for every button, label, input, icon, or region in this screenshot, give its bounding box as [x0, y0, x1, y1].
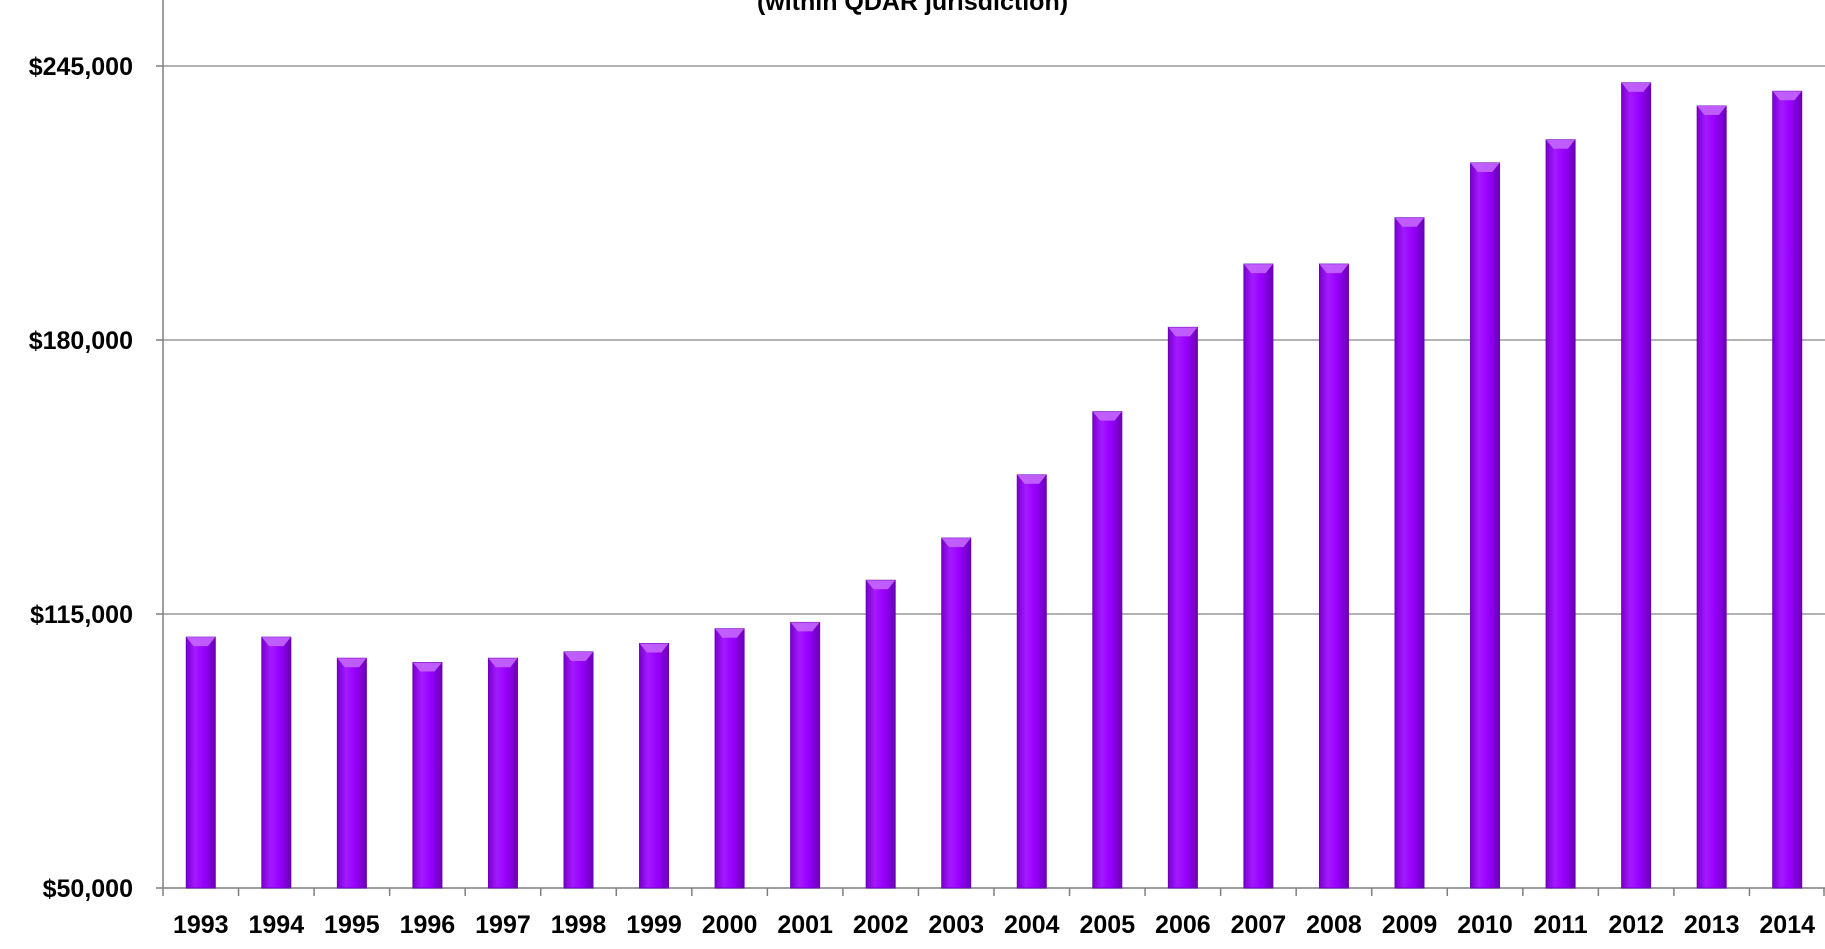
x-tick-label: 2001 [777, 911, 833, 939]
bar [185, 636, 216, 889]
bar [639, 643, 670, 889]
bar-top-cap [1168, 327, 1198, 337]
gridlines [163, 65, 1825, 615]
x-tick-label: 2000 [702, 911, 758, 939]
x-tick-labels: 1993 1994 1995 1996 1997 1998 1999 2000 2001 2002… [173, 911, 1815, 939]
bar [941, 537, 972, 889]
bar [865, 579, 896, 889]
x-tick-label: 2011 [1533, 911, 1587, 939]
y-tick-label: $115,000 [30, 601, 133, 629]
bar-top-cap [488, 658, 518, 668]
x-tick-label: 2002 [853, 911, 909, 939]
x-tick-label: 2012 [1608, 911, 1664, 939]
y-tick-label: $50,000 [43, 875, 133, 903]
x-tick-label: 1995 [324, 911, 380, 939]
bar [790, 621, 821, 889]
x-tick-label: 1996 [400, 911, 456, 939]
chart-title: (within QDAR jurisdiction) [756, 0, 1069, 16]
x-tick-label: 2009 [1382, 911, 1438, 939]
bar [412, 661, 443, 889]
x-tick-label: 2004 [1004, 911, 1060, 939]
x-tick-label: 1993 [173, 911, 229, 939]
bar-top-cap [941, 538, 971, 548]
y-tick-label: $180,000 [29, 327, 133, 355]
bar [1621, 82, 1652, 889]
bar [1092, 411, 1123, 889]
bar [1696, 105, 1727, 889]
bar-top-cap [1546, 139, 1576, 149]
bar [1772, 90, 1803, 889]
bar-top-cap [1470, 162, 1500, 172]
bar [1318, 263, 1349, 889]
bar-top-cap [715, 628, 745, 638]
bar-top-cap [412, 662, 442, 672]
bar [1167, 326, 1198, 889]
bar [1016, 474, 1047, 889]
x-tick-label: 1994 [249, 911, 305, 939]
bar-top-cap [1017, 474, 1047, 484]
bar-top-cap [1395, 217, 1424, 227]
x-tick-label: 2005 [1080, 911, 1136, 939]
bar-top-cap [1243, 264, 1273, 274]
bar [1243, 263, 1274, 889]
bar-top-cap [1092, 411, 1122, 421]
bar [714, 628, 745, 889]
x-tick-label: 1998 [551, 911, 607, 939]
y-tick-labels: $50,000 $115,000 $180,000 $245,000 [29, 53, 133, 903]
bar [1470, 162, 1501, 889]
bar-top-cap [790, 622, 820, 632]
x-tick-label: 2014 [1759, 911, 1815, 939]
bar-top-cap [639, 643, 669, 653]
bar [563, 651, 594, 889]
bar [1545, 139, 1576, 889]
bars [185, 82, 1803, 889]
bar [261, 636, 292, 889]
x-tick-label: 1997 [475, 911, 531, 939]
x-tick-label: 2003 [928, 911, 984, 939]
bar [1394, 217, 1425, 889]
bar-top-cap [1319, 264, 1349, 274]
x-tick-label: 2013 [1684, 911, 1740, 939]
bar [487, 657, 518, 889]
x-tick-label: 2008 [1306, 911, 1362, 939]
bar [336, 657, 367, 889]
bar-top-cap [1621, 82, 1651, 92]
bar-top-cap [1697, 106, 1727, 116]
y-tick-label: $245,000 [29, 53, 133, 81]
bar-top-cap [337, 658, 367, 668]
bar-top-cap [564, 651, 593, 661]
bar-top-cap [1772, 91, 1802, 101]
x-tick-label: 2006 [1155, 911, 1211, 939]
bar-top-cap [866, 580, 896, 590]
bar-top-cap [186, 637, 216, 647]
x-tick-label: 2007 [1231, 911, 1287, 939]
bar-top-cap [261, 637, 291, 647]
x-tick-label: 2010 [1457, 911, 1513, 939]
x-tick-label: 1999 [626, 911, 682, 939]
